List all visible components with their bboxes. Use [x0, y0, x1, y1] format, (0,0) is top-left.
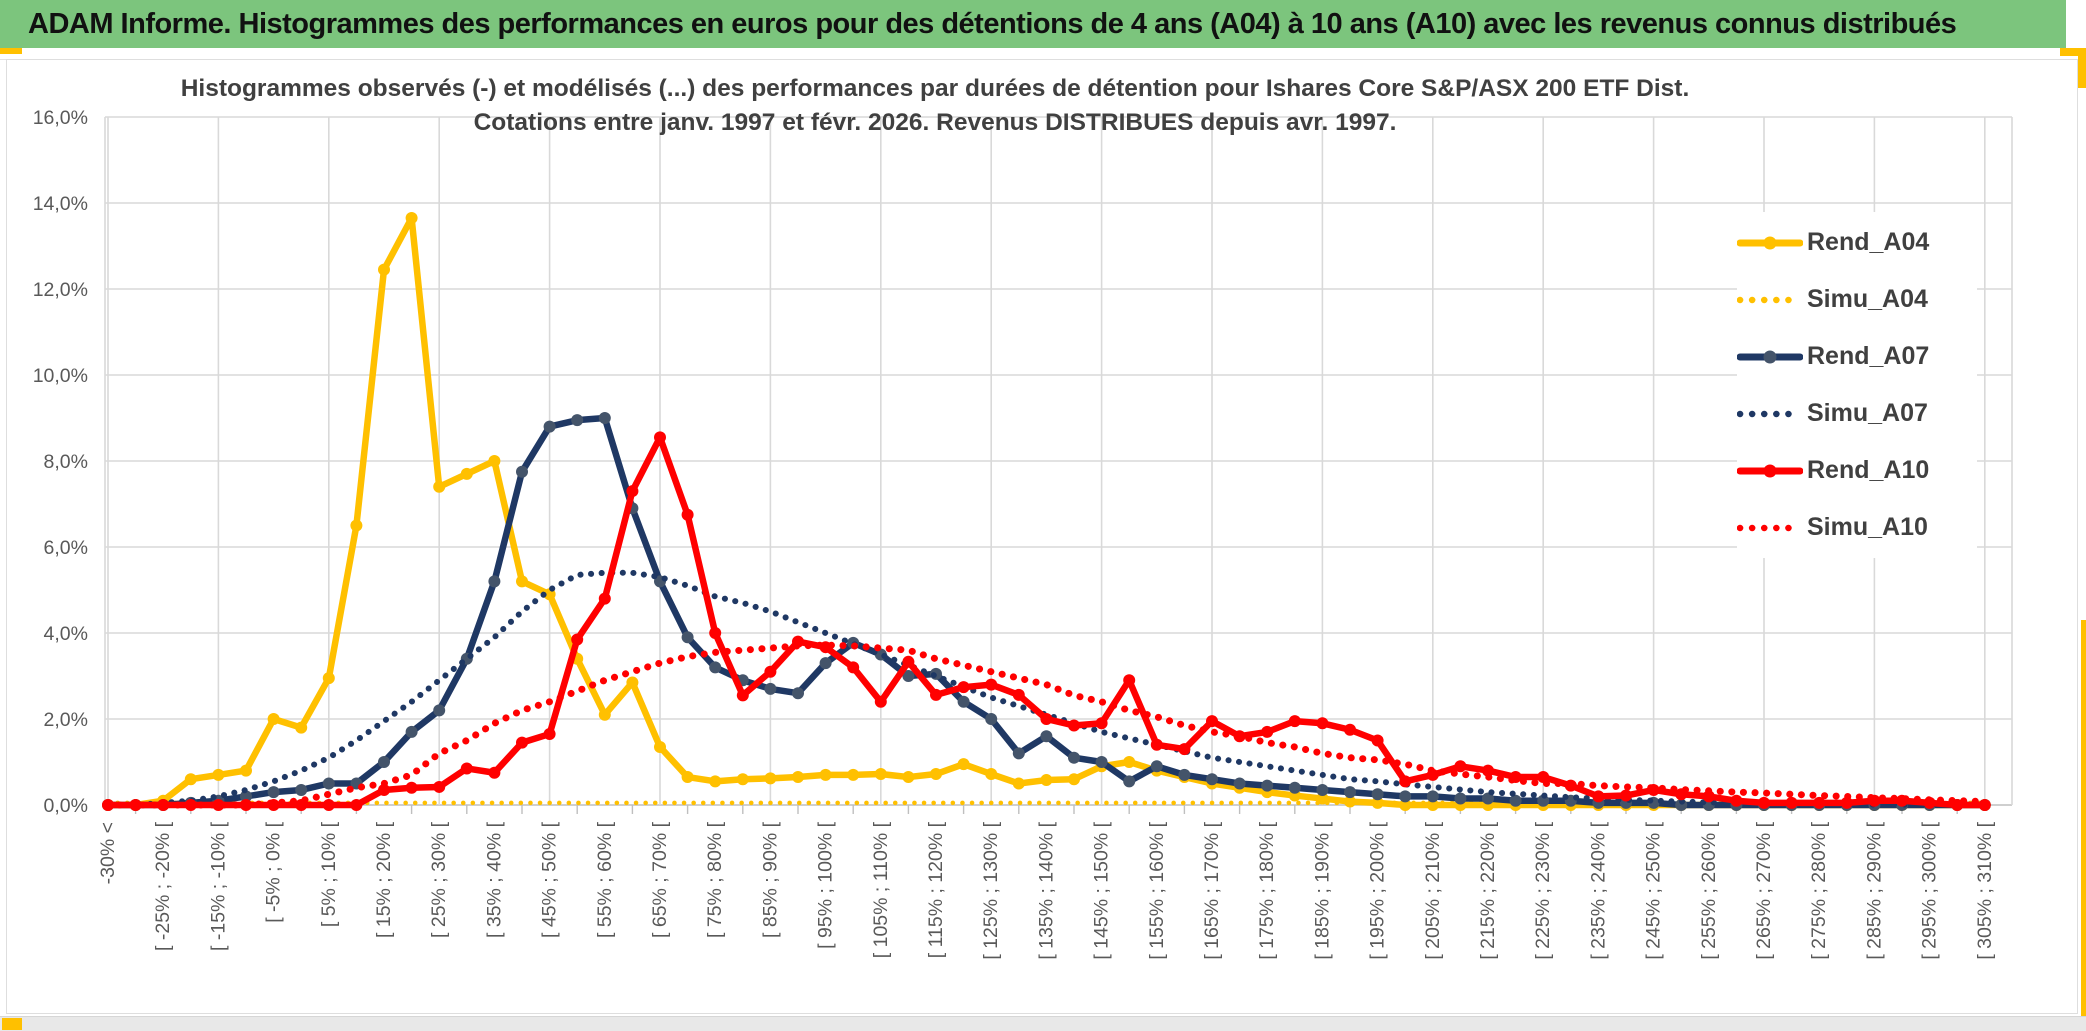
series-Simu_A10 [104, 641, 1989, 809]
svg-text:[ 265% ; 270% [: [ 265% ; 270% [ [1753, 821, 1775, 959]
legend-item-Simu_A07[interactable]: Simu_A07 [1737, 385, 1977, 442]
svg-text:[ 15% ; 20% [: [ 15% ; 20% [ [373, 821, 395, 938]
svg-text:[ 55% ; 60% [: [ 55% ; 60% [ [594, 821, 616, 938]
gold-accent-top-right [2060, 48, 2086, 56]
svg-text:[ 35% ; 40% [: [ 35% ; 40% [ [483, 821, 505, 938]
svg-text:[ -15% ; -10% [: [ -15% ; -10% [ [207, 821, 229, 951]
plot-gridlines [104, 116, 2013, 806]
legend-line-sample-solid [1737, 236, 1803, 249]
svg-text:[ 105% ; 110% [: [ 105% ; 110% [ [870, 821, 892, 958]
svg-text:[ 165% ; 170% [: [ 165% ; 170% [ [1201, 821, 1223, 959]
legend-item-label: Simu_A10 [1807, 513, 1928, 541]
legend-item-label: Rend_A10 [1807, 456, 1930, 484]
svg-text:14,0%: 14,0% [33, 193, 88, 215]
svg-text:[ -25% ; -20% [: [ -25% ; -20% [ [152, 821, 174, 951]
svg-text:6,0%: 6,0% [44, 537, 88, 559]
svg-text:[ -5% ; 0% [: [ -5% ; 0% [ [263, 821, 285, 922]
gold-accent-right-edge [2081, 620, 2086, 1016]
chart-title-line1: Histogrammes observés (-) et modélisés (… [180, 75, 1690, 102]
legend-item-Simu_A10[interactable]: Simu_A10 [1737, 499, 1977, 556]
legend-item-Simu_A04[interactable]: Simu_A04 [1737, 271, 1977, 328]
legend-line-sample-dotted [1737, 410, 1803, 417]
svg-text:[ 45% ; 50% [: [ 45% ; 50% [ [539, 821, 561, 938]
series-Rend_A10 [102, 431, 1991, 811]
series-Rend_A07 [102, 412, 1991, 811]
legend-line-sample-dotted [1737, 296, 1803, 303]
legend-item-label: Simu_A04 [1807, 285, 1928, 313]
legend-line-sample-dotted [1737, 524, 1803, 531]
svg-text:-30% <: -30% < [97, 822, 119, 884]
svg-text:[ 285% ; 290% [: [ 285% ; 290% [ [1863, 821, 1885, 959]
svg-text:[ 135% ; 140% [: [ 135% ; 140% [ [1035, 821, 1057, 959]
svg-text:[ 75% ; 80% [: [ 75% ; 80% [ [704, 821, 726, 938]
x-axis-labels: -30% < [ -25% ; -20% [ [ -15% ; -10% [ [ -5… [97, 821, 1996, 959]
svg-text:2,0%: 2,0% [44, 709, 88, 731]
svg-text:[ 175% ; 180% [: [ 175% ; 180% [ [1256, 821, 1278, 959]
gold-accent-bottom-left [2, 1018, 22, 1030]
legend-item-label: Rend_A04 [1807, 228, 1930, 256]
series-Simu_A07 [105, 569, 1988, 808]
svg-text:[ 95% ; 100% [: [ 95% ; 100% [ [815, 821, 837, 948]
svg-text:10,0%: 10,0% [33, 365, 88, 387]
legend-item-Rend_A07[interactable]: Rend_A07 [1737, 328, 1977, 385]
svg-text:[ 245% ; 250% [: [ 245% ; 250% [ [1643, 821, 1665, 959]
svg-text:12,0%: 12,0% [33, 279, 88, 301]
svg-text:[ 25% ; 30% [: [ 25% ; 30% [ [428, 821, 450, 938]
chart-title-line2: Cotations entre janv. 1997 et févr. 2026… [473, 109, 1397, 136]
svg-text:16,0%: 16,0% [33, 107, 88, 129]
svg-text:[ 85% ; 90% [: [ 85% ; 90% [ [759, 821, 781, 938]
svg-text:[ 185% ; 190% [: [ 185% ; 190% [ [1311, 821, 1333, 959]
legend-line-sample-solid [1737, 464, 1803, 477]
legend-item-Rend_A10[interactable]: Rend_A10 [1737, 442, 1977, 499]
legend-item-label: Simu_A07 [1807, 399, 1928, 427]
svg-text:0,0%: 0,0% [44, 795, 88, 817]
svg-text:[ 5% ; 10% [: [ 5% ; 10% [ [318, 821, 340, 927]
legend-item-label: Rend_A07 [1807, 342, 1930, 370]
svg-text:[ 205% ; 210% [: [ 205% ; 210% [ [1422, 821, 1444, 959]
svg-text:[ 305% ; 310% [: [ 305% ; 310% [ [1974, 821, 1996, 959]
svg-text:[ 295% ; 300% [: [ 295% ; 300% [ [1919, 821, 1941, 959]
svg-text:[ 195% ; 200% [: [ 195% ; 200% [ [1367, 821, 1389, 959]
svg-text:8,0%: 8,0% [44, 451, 88, 473]
sheet-title-banner: ADAM Informe. Histogrammes des performan… [0, 0, 2066, 48]
svg-text:[ 115% ; 120% [: [ 115% ; 120% [ [925, 821, 947, 958]
chart-title-block[interactable]: Histogrammes observés (-) et modélisés (… [170, 72, 1700, 140]
svg-text:[ 255% ; 260% [: [ 255% ; 260% [ [1698, 821, 1720, 959]
svg-text:[ 235% ; 240% [: [ 235% ; 240% [ [1587, 821, 1609, 959]
sheet-title: ADAM Informe. Histogrammes des performan… [28, 7, 1957, 40]
svg-text:4,0%: 4,0% [44, 623, 88, 645]
svg-text:[ 155% ; 160% [: [ 155% ; 160% [ [1146, 821, 1168, 959]
legend-line-sample-solid [1737, 350, 1803, 363]
svg-text:[ 275% ; 280% [: [ 275% ; 280% [ [1808, 821, 1830, 959]
window-bottom-strip [0, 1016, 2086, 1031]
legend-item-Rend_A04[interactable]: Rend_A04 [1737, 214, 1977, 271]
svg-text:[ 65% ; 70% [: [ 65% ; 70% [ [649, 821, 671, 938]
svg-text:[ 215% ; 220% [: [ 215% ; 220% [ [1477, 821, 1499, 959]
svg-text:[ 145% ; 150% [: [ 145% ; 150% [ [1091, 821, 1113, 959]
chart-legend: Rend_A04 Simu_A04 Rend_A07 Simu_A07 Rend_A10… [1737, 212, 1977, 558]
gold-accent-top-left [0, 48, 22, 54]
gold-accent-top-right-edge [2078, 48, 2086, 88]
svg-text:[ 225% ; 230% [: [ 225% ; 230% [ [1532, 821, 1554, 959]
svg-text:[ 125% ; 130% [: [ 125% ; 130% [ [980, 821, 1002, 959]
y-axis-labels: 0,0% 2,0% 4,0% 6,0% 8,0% 10,0% 12,0% 14,0% 16,0% [33, 107, 88, 817]
